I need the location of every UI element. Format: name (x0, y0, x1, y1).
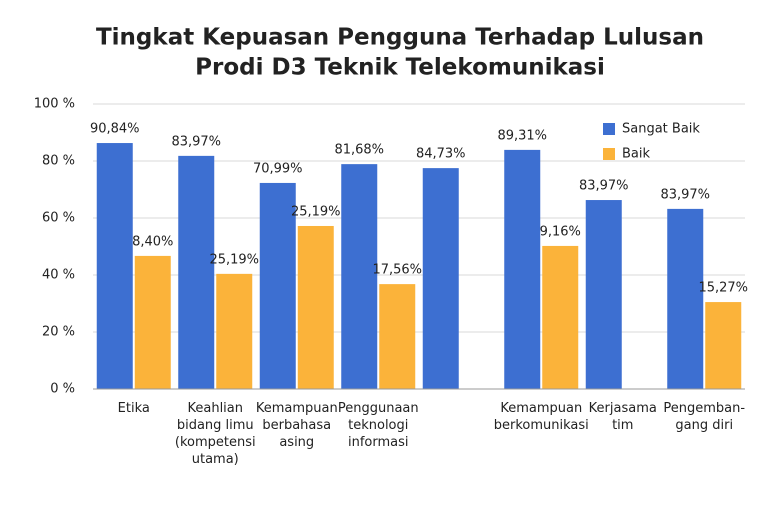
x-tick-label: Pengemban-gang diri (663, 401, 745, 433)
bar (259, 182, 296, 389)
x-tick-label-line: Kemampuan (500, 401, 582, 416)
chart-title: Prodi D3 Teknik Telekomunikasi (195, 55, 605, 81)
chart-title: Tingkat Kepuasan Pengguna Terhadap Lulus… (96, 25, 704, 51)
data-label: 89,31% (497, 128, 547, 143)
x-tick-label-line: utama) (192, 452, 239, 467)
x-tick-label: Kerjasama tim (589, 401, 657, 433)
legend-swatch (603, 123, 615, 135)
x-tick-label-line: teknologi (348, 418, 408, 433)
bar (341, 164, 378, 389)
x-tick-label-line: berkomunikasi (494, 418, 589, 433)
x-tick-label-line: berbahasa (262, 418, 331, 433)
y-tick-label: 40 % (42, 268, 75, 283)
legend-swatch (603, 148, 615, 160)
data-label: 25,19% (209, 252, 259, 267)
data-label: 83,97% (579, 179, 629, 194)
data-label: 81,68% (334, 143, 384, 158)
x-tick-label: Penggunaan teknologi informasi (338, 401, 419, 450)
data-label: 83,97% (171, 134, 221, 149)
bar (705, 302, 742, 389)
x-tick-label-line: gang diri (675, 418, 733, 433)
bar (379, 284, 416, 389)
bar (422, 168, 459, 389)
data-label: 70,99% (253, 161, 303, 176)
x-tick-label-line: Kemampuan (256, 401, 338, 416)
x-tick-label-line: Keahlian (187, 401, 243, 416)
bar (297, 225, 334, 389)
bar (96, 143, 133, 389)
x-tick-label: Kemampuan berbahasa asing (256, 401, 338, 450)
bar (216, 273, 253, 389)
legend-label: Baik (622, 147, 650, 162)
bar (134, 255, 171, 389)
y-tick-label: 20 % (42, 325, 75, 340)
x-tick-label-line: Pengemban- (663, 401, 745, 416)
x-tick-label-line: bidang limu (177, 418, 254, 433)
y-tick-label: 100 % (34, 97, 75, 112)
x-tick-label-line: Etika (118, 401, 150, 416)
y-tick-label: 80 % (42, 154, 75, 169)
data-label: 17,56% (372, 263, 422, 278)
x-tick-label-line: asing (279, 435, 314, 450)
bar (504, 149, 541, 389)
bar (178, 155, 215, 389)
x-tick-label: Etika (118, 401, 150, 416)
data-label: 25,19% (291, 204, 341, 219)
data-label: 90,84% (90, 122, 140, 137)
legend-label: Sangat Baik (622, 122, 700, 137)
x-tick-label-line: tim (612, 418, 633, 433)
x-tick-label: Kemampuan berkomunikasi (494, 401, 589, 433)
x-tick-label: Keahlian bidang limu (kompetensi utama) (175, 401, 256, 467)
x-tick-label-line: informasi (348, 435, 409, 450)
data-label: 84,73% (416, 147, 466, 162)
x-tick-label-line: Kerjasama (589, 401, 657, 416)
bar (585, 200, 622, 389)
data-label: 9,16% (540, 224, 581, 239)
x-tick-label-line: (kompetensi (175, 435, 256, 450)
data-label: 8,40% (132, 234, 173, 249)
data-label: 83,97% (660, 187, 710, 202)
bar (542, 245, 579, 389)
x-tick-label-line: Penggunaan (338, 401, 419, 416)
data-label: 15,27% (698, 281, 748, 296)
bar (667, 208, 704, 389)
y-tick-label: 60 % (42, 211, 75, 226)
y-tick-label: 0 % (50, 382, 75, 397)
